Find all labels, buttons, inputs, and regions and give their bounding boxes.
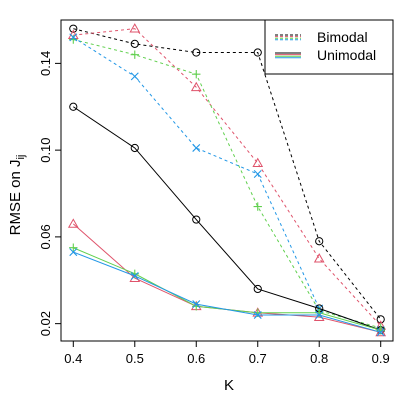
data-point-cross (69, 33, 78, 42)
y-tick-label: 0.10 (38, 137, 53, 162)
x-tick-label: 0.6 (187, 351, 205, 366)
series-unimodal-plus (69, 243, 385, 335)
x-tick-label: 0.7 (249, 351, 267, 366)
series-line (73, 28, 382, 320)
data-point-cross (376, 328, 385, 337)
data-point-triangle (67, 218, 79, 228)
series-line (73, 28, 382, 327)
data-point-circle (130, 143, 139, 153)
data-point-circle (315, 237, 324, 246)
series-line (73, 39, 381, 329)
data-point-circle (253, 48, 262, 57)
plot-area (60, 19, 394, 342)
series-line (73, 251, 381, 333)
data-point-circle (69, 102, 78, 111)
x-tick-label: 0.5 (126, 351, 144, 366)
data-point-cross (253, 310, 262, 319)
x-tick-label: 0.4 (64, 351, 82, 366)
x-tick-label: 0.8 (310, 351, 328, 366)
series-line (73, 36, 381, 331)
y-axis-title-main: RMSE on J (7, 160, 24, 236)
data-point-triangle (313, 253, 325, 263)
data-point-circle (376, 315, 385, 324)
data-point-plus (69, 243, 78, 252)
series-bimodal-cross (69, 33, 385, 335)
data-point-cross (315, 310, 324, 319)
data-point-circle (253, 284, 262, 294)
data-point-circle (192, 48, 201, 57)
y-tick-label: 0.06 (38, 224, 53, 249)
y-tick-label: 0.14 (38, 51, 53, 76)
data-point-triangle (129, 23, 141, 33)
axes: 0.4 0.5 0.6 0.7 0.8 0.9 0.02 0.06 0.10 0.14 (38, 51, 390, 366)
legend-label: Bimodal (317, 29, 368, 45)
legend-entry-unimodal: Unimodal (275, 47, 376, 63)
y-axis-title-subscript: ij (15, 155, 27, 160)
series-bimodal-circle (69, 24, 385, 324)
data-point-plus (253, 202, 262, 211)
data-point-circle (192, 215, 201, 224)
data-point-cross (253, 170, 262, 178)
series-line (73, 106, 381, 331)
legend: Bimodal Unimodal (264, 19, 394, 75)
legend-box (264, 19, 394, 75)
series-unimodal-circle (69, 102, 385, 335)
series-line (72, 223, 381, 333)
data-point-cross (130, 271, 139, 280)
data-point-triangle (190, 81, 202, 92)
data-point-plus (192, 70, 201, 79)
data-point-cross (69, 248, 78, 257)
series-layer (67, 23, 387, 337)
data-point-circle (69, 24, 78, 33)
plot-frame (60, 19, 394, 342)
data-point-triangle (252, 157, 264, 168)
x-axis-title: K (224, 377, 234, 394)
legend-label: Unimodal (317, 47, 376, 63)
legend-entry-bimodal: Bimodal (275, 29, 368, 45)
data-point-plus (130, 50, 139, 59)
series-unimodal-cross (69, 248, 385, 337)
y-tick-label: 0.02 (38, 311, 53, 336)
x-tick-label: 0.9 (372, 351, 390, 366)
y-axis-title: RMSE on Jij (7, 155, 27, 236)
data-point-cross (192, 143, 201, 152)
data-point-circle (130, 39, 139, 48)
data-point-cross (130, 72, 139, 81)
data-point-cross (192, 300, 201, 309)
series-bimodal-plus (69, 35, 385, 333)
